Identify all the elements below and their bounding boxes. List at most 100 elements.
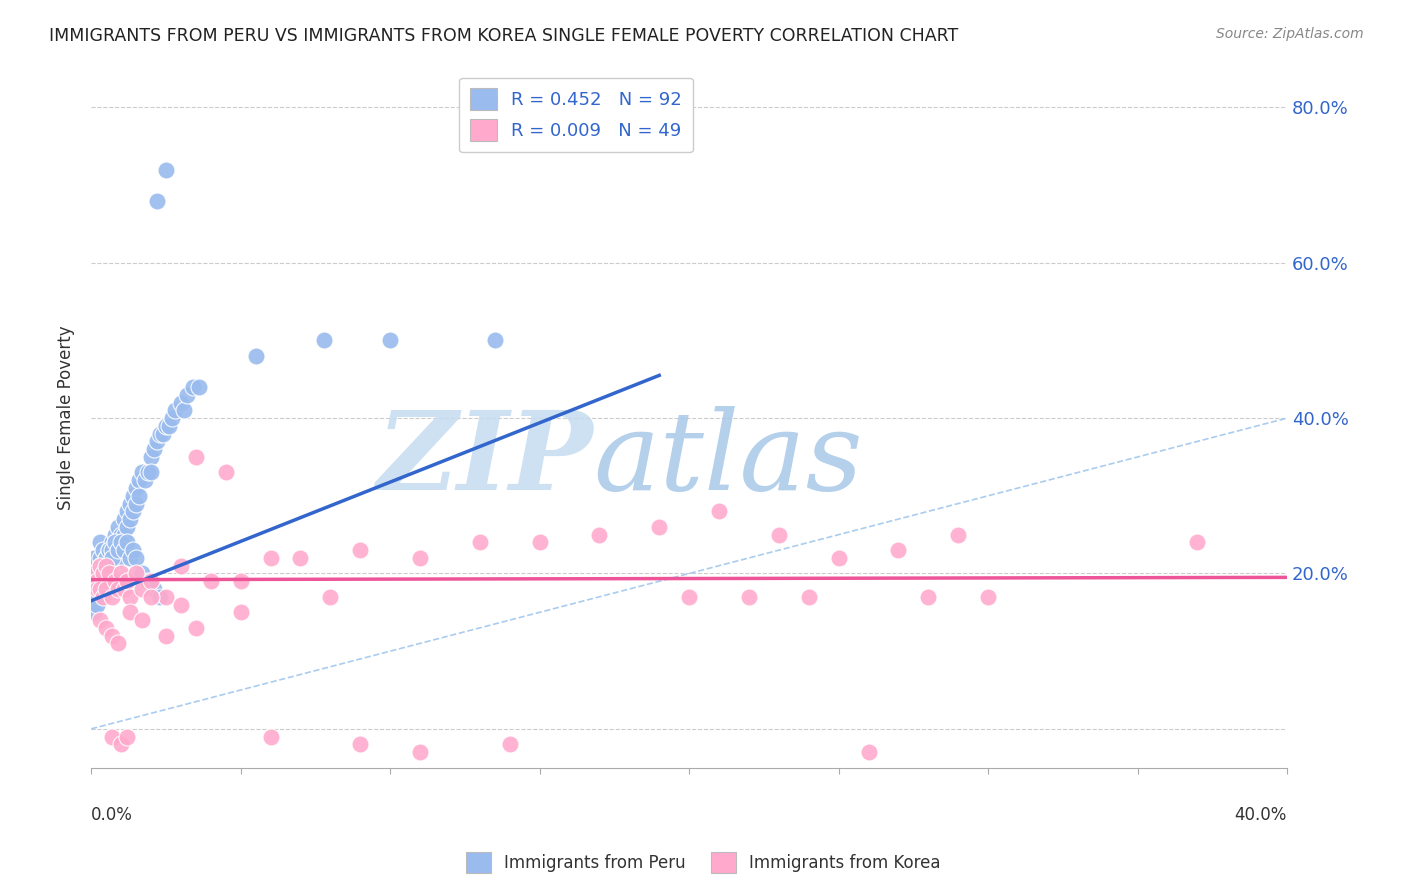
Point xyxy=(146,194,169,208)
Point xyxy=(104,535,127,549)
Point xyxy=(115,504,138,518)
Point xyxy=(122,504,145,518)
Point xyxy=(83,551,105,566)
Point xyxy=(152,426,174,441)
Point xyxy=(977,590,1000,604)
Point xyxy=(173,403,195,417)
Point xyxy=(101,629,124,643)
Point xyxy=(134,473,156,487)
Point xyxy=(107,535,129,549)
Point xyxy=(499,738,522,752)
Point xyxy=(86,598,108,612)
Point xyxy=(678,590,700,604)
Point xyxy=(170,598,193,612)
Point xyxy=(155,162,177,177)
Point xyxy=(136,574,159,589)
Point xyxy=(149,590,172,604)
Point xyxy=(91,543,114,558)
Point xyxy=(107,543,129,558)
Point xyxy=(98,543,121,558)
Point xyxy=(104,535,127,549)
Legend: R = 0.452   N = 92, R = 0.009   N = 49: R = 0.452 N = 92, R = 0.009 N = 49 xyxy=(458,78,693,153)
Point xyxy=(110,527,132,541)
Point xyxy=(118,551,141,566)
Point xyxy=(917,590,939,604)
Point xyxy=(139,466,162,480)
Point xyxy=(529,535,551,549)
Point xyxy=(104,527,127,541)
Text: IMMIGRANTS FROM PERU VS IMMIGRANTS FROM KOREA SINGLE FEMALE POVERTY CORRELATION : IMMIGRANTS FROM PERU VS IMMIGRANTS FROM … xyxy=(49,27,959,45)
Point xyxy=(797,590,820,604)
Point xyxy=(229,574,252,589)
Text: 40.0%: 40.0% xyxy=(1234,806,1286,824)
Point xyxy=(319,590,342,604)
Point xyxy=(115,520,138,534)
Point xyxy=(136,466,159,480)
Point xyxy=(409,745,432,759)
Point xyxy=(707,504,730,518)
Point xyxy=(128,473,150,487)
Point xyxy=(94,566,117,581)
Point xyxy=(91,558,114,573)
Point xyxy=(160,411,183,425)
Point xyxy=(110,566,132,581)
Point xyxy=(94,566,117,581)
Point xyxy=(149,426,172,441)
Point xyxy=(98,551,121,566)
Point xyxy=(83,566,105,581)
Point xyxy=(139,590,162,604)
Point xyxy=(290,551,312,566)
Point xyxy=(110,543,132,558)
Point xyxy=(107,543,129,558)
Point xyxy=(83,590,105,604)
Point xyxy=(110,738,132,752)
Point xyxy=(94,574,117,589)
Text: ZIP: ZIP xyxy=(377,407,593,514)
Point xyxy=(827,551,849,566)
Point xyxy=(94,551,117,566)
Point xyxy=(125,481,148,495)
Point xyxy=(245,349,267,363)
Point xyxy=(887,543,910,558)
Point xyxy=(98,566,121,581)
Point xyxy=(738,590,761,604)
Point xyxy=(101,543,124,558)
Text: atlas: atlas xyxy=(593,407,863,514)
Point xyxy=(181,380,204,394)
Point xyxy=(91,566,114,581)
Point xyxy=(91,574,114,589)
Point xyxy=(125,566,148,581)
Text: 0.0%: 0.0% xyxy=(91,806,134,824)
Point xyxy=(588,527,610,541)
Point xyxy=(314,334,336,348)
Point xyxy=(468,535,491,549)
Point xyxy=(86,582,108,596)
Legend: Immigrants from Peru, Immigrants from Korea: Immigrants from Peru, Immigrants from Ko… xyxy=(458,846,948,880)
Point xyxy=(86,566,108,581)
Point xyxy=(91,574,114,589)
Point xyxy=(89,582,111,596)
Point xyxy=(115,535,138,549)
Point xyxy=(157,418,180,433)
Point xyxy=(229,605,252,619)
Point xyxy=(94,558,117,573)
Point xyxy=(83,605,105,619)
Point xyxy=(118,590,141,604)
Point xyxy=(112,527,135,541)
Text: Source: ZipAtlas.com: Source: ZipAtlas.com xyxy=(1216,27,1364,41)
Point xyxy=(112,582,135,596)
Point xyxy=(349,738,371,752)
Point xyxy=(101,590,124,604)
Point xyxy=(131,566,153,581)
Point xyxy=(101,535,124,549)
Point xyxy=(112,512,135,526)
Point xyxy=(98,566,121,581)
Point xyxy=(378,334,401,348)
Point xyxy=(184,450,207,464)
Point xyxy=(125,551,148,566)
Point xyxy=(98,543,121,558)
Point xyxy=(89,558,111,573)
Point xyxy=(94,551,117,566)
Point xyxy=(131,582,153,596)
Point xyxy=(139,574,162,589)
